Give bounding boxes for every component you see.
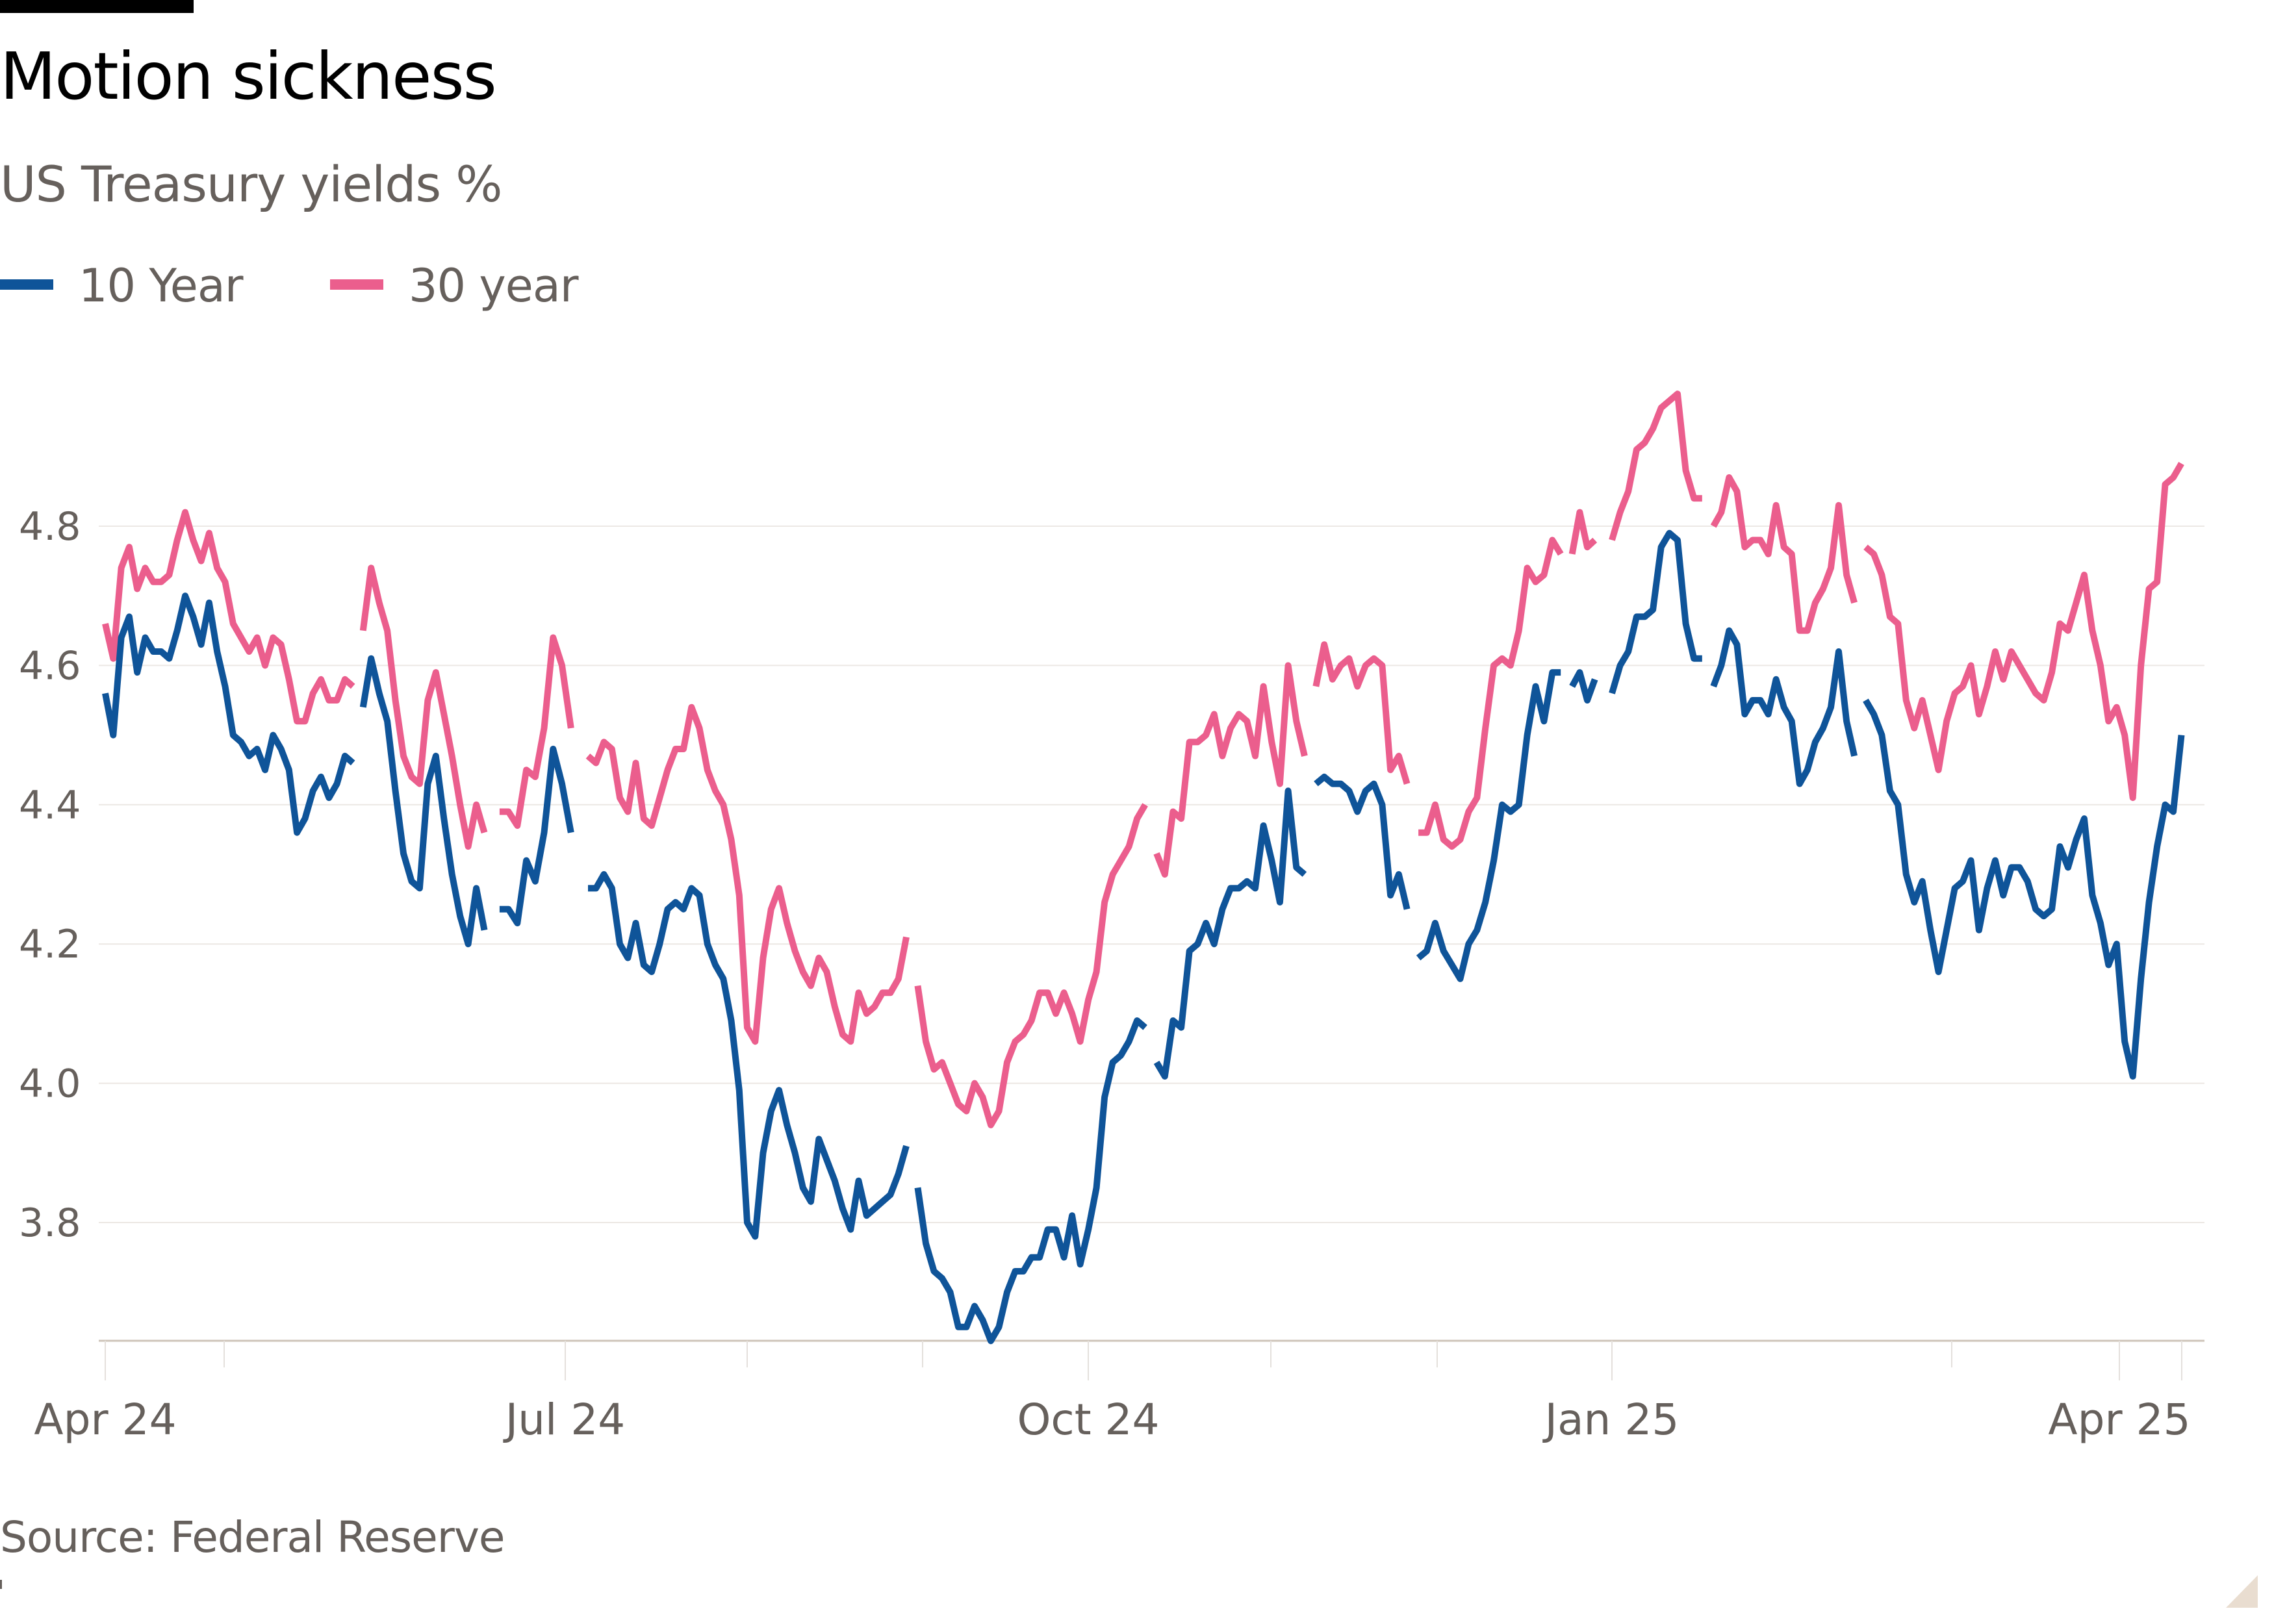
y-tick-label: 3.8 [19,1200,81,1246]
line-segment-30-year [1153,662,1308,878]
line-segment-30-year [1863,461,2184,802]
line-segment-30-year [914,803,1148,1128]
footer-mark [0,1580,2,1589]
legend-label-30-year: 30 year [409,259,578,312]
x-tick-label: Jul 24 [503,1395,626,1445]
line-segment-10-year [1314,773,1411,910]
chart-subtitle: US Treasury yields % [0,155,503,213]
line-segment-10-year [102,592,355,836]
line-segment-10-year [1416,669,1561,982]
line-segment-30-year [1312,641,1411,785]
line-segment-30-year [1418,537,1564,850]
x-tick-label: Oct 24 [1017,1395,1159,1445]
series-10-year [102,529,2185,1345]
y-tick-label: 4.6 [19,643,81,689]
series-lines [102,390,2185,1345]
x-axis: Apr 24 Jul 24 Oct 24 Jan 25 Apr 25 [34,1339,2204,1445]
line-segment-10-year [1863,698,2185,1080]
y-tick-label: 4.2 [19,922,81,967]
legend-label-10-year: 10 Year [79,259,244,312]
line-segment-10-year [499,746,574,926]
brand-top-bar [0,0,194,13]
x-tick-label: Jan 25 [1542,1395,1680,1445]
line-segment-30-year [102,509,355,725]
x-tick-label: Apr 25 [2048,1395,2190,1445]
corner-fold-icon [2226,1575,2258,1608]
legend-swatch-30-year [330,279,383,290]
y-tick-label: 4.8 [19,504,81,550]
line-segment-10-year [588,871,910,1240]
series-30-year [102,390,2184,1128]
chart-title: Motion sickness [0,38,497,114]
line-segment-10-year [1609,529,1702,694]
line-segment-30-year [499,634,574,829]
line-segment-10-year [1153,787,1307,1080]
y-tick-label: 4.0 [19,1061,81,1107]
line-segment-30-year [585,704,910,1045]
x-tick-label: Apr 24 [34,1395,176,1445]
y-axis: 3.8 4.0 4.2 4.4 4.6 4.8 [19,504,81,1246]
y-tick-label: 4.4 [19,783,81,828]
line-segment-10-year [1569,669,1598,704]
line-segment-10-year [359,655,488,948]
line-segment-30-year [1609,390,1702,541]
gridlines [99,526,2204,1223]
line-segment-30-year [1568,509,1598,555]
source-note: Source: Federal Reserve [0,1512,505,1562]
line-segment-30-year [359,565,488,850]
line-segment-30-year [1710,474,1858,634]
line-segment-10-year [914,1017,1147,1345]
line-segment-10-year [1710,627,1858,787]
legend-swatch-10-year [0,279,53,290]
